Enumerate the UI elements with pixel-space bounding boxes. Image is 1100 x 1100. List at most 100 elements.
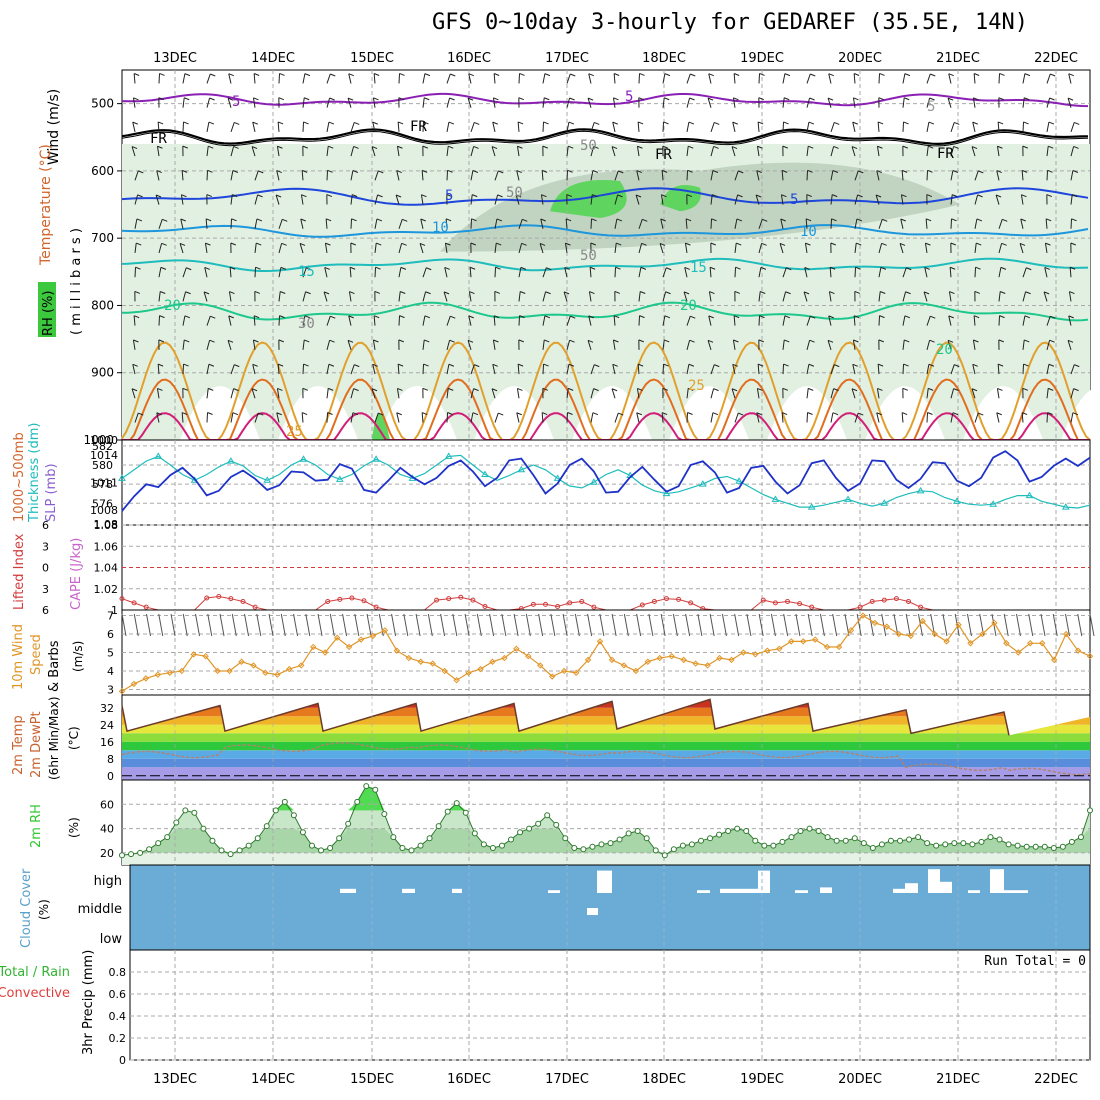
wind-barb: [806, 316, 811, 326]
wind-barb: [566, 73, 571, 84]
wind10m-barb: [746, 613, 752, 637]
chart-title: GFS 0~10day 3-hourly for GEDAREF (35.5E,…: [432, 10, 1029, 35]
wind-barb: [854, 267, 857, 278]
wind-barb: [636, 146, 640, 157]
wind-barb-flag: [564, 266, 570, 270]
wind-barb-flag: [138, 170, 144, 174]
wind-barb: [758, 219, 763, 229]
wind-barb: [542, 315, 546, 326]
thickness-tick-label: 582: [92, 440, 113, 453]
date-label-top: 14DEC: [251, 51, 295, 66]
wind-barb: [276, 388, 280, 399]
wind-barb: [348, 291, 352, 302]
wind-barb: [566, 364, 570, 375]
wind-barb: [756, 146, 760, 157]
rh-dry-gap: [1061, 386, 1100, 440]
wind-barb: [539, 243, 544, 254]
wind-barb-flag: [303, 121, 309, 125]
wind10m-barb: [660, 613, 666, 637]
rh-legend-swatch: [38, 282, 56, 337]
wind-barb: [470, 412, 474, 423]
wind10m-marker: [453, 677, 460, 684]
wind-barb: [830, 412, 834, 423]
wind-barb-flag: [472, 412, 479, 416]
wind-barb-flag: [324, 266, 330, 270]
wind-barb: [421, 412, 424, 423]
wind-barb-flag: [304, 339, 310, 343]
wind-barb: [492, 364, 496, 375]
wind-barb-flag: [570, 73, 576, 77]
wind-barb: [542, 364, 545, 375]
wind-barb: [926, 364, 930, 375]
wind-barb: [131, 146, 136, 157]
wind-barb: [828, 73, 832, 84]
wind10m-barb: [476, 613, 482, 637]
wind-barb-flag: [833, 388, 839, 392]
wind-barb-flag: [541, 194, 547, 198]
wind-barb-flag: [181, 412, 188, 416]
wind-barb-flag: [1072, 412, 1079, 416]
wind-barb-flag: [299, 242, 306, 246]
wind10m-marker: [118, 688, 126, 695]
wind-barb-flag: [1023, 121, 1029, 125]
wind-barb: [516, 170, 520, 181]
wind-barb: [540, 194, 544, 205]
wind-barb: [878, 73, 881, 84]
rh2m-marker: [978, 838, 985, 845]
wind-barb-flag: [780, 218, 786, 222]
wind-barb-flag: [612, 121, 618, 125]
wind-barb-flag: [834, 121, 840, 125]
wind-barb: [350, 146, 355, 157]
rh2m-marker: [390, 834, 397, 841]
date-label-top: 22DEC: [1034, 51, 1078, 66]
wind-barb: [156, 388, 160, 399]
wind-barb-flag: [948, 315, 954, 319]
wind10m-barb: [1065, 613, 1070, 637]
wind10m-barb: [966, 613, 972, 637]
wind-barb: [494, 267, 497, 278]
wind-barb: [443, 291, 448, 302]
wind-barb: [949, 267, 952, 278]
wind-barb-flag: [568, 387, 574, 391]
rh-region-dark: [372, 413, 390, 440]
wind-barb: [206, 170, 209, 181]
wind-barb: [398, 291, 401, 302]
cloud-block-high: [452, 888, 462, 893]
wind-barb: [996, 146, 1000, 157]
lifted-tick-label: 3: [42, 540, 49, 553]
wind-barb: [541, 412, 544, 423]
wind10m-marker: [907, 632, 914, 640]
wind-barb-flag: [473, 388, 479, 392]
lifted-marker: [119, 596, 125, 602]
rh2m-marker: [616, 836, 623, 843]
wind-barb-flag: [713, 388, 719, 392]
wind-barb: [734, 194, 739, 205]
wind10m-marker: [405, 654, 413, 662]
wind-barb: [468, 315, 472, 326]
wind-barb-flag: [1047, 412, 1053, 415]
wind-barb: [516, 146, 520, 157]
wind-barb-flag: [998, 97, 1005, 101]
rh2m-marker: [761, 842, 768, 849]
wind10m-marker: [560, 667, 568, 675]
thickness-marker: [227, 457, 235, 464]
wind-barb: [662, 73, 666, 84]
wind-barb-flag: [635, 194, 642, 198]
wind-barb: [230, 146, 235, 157]
wind10m-barb: [905, 613, 911, 637]
cloud-block-high: [340, 888, 356, 893]
date-label-bottom: 17DEC: [545, 1072, 589, 1087]
wind-barb-flag: [304, 315, 311, 319]
wind-barb: [1022, 97, 1025, 108]
wind-barb-flag: [833, 145, 839, 149]
pressure-tick-label: 900: [91, 366, 114, 380]
wind-barb: [806, 121, 810, 132]
wind-barb: [899, 243, 904, 254]
wind-barb-flag: [616, 218, 623, 222]
rh2m-marker: [263, 823, 270, 830]
thickness-marker: [299, 455, 308, 462]
wind-barb-flag: [972, 121, 978, 125]
wind-barb-flag: [424, 339, 430, 343]
wind-barb: [902, 267, 907, 278]
